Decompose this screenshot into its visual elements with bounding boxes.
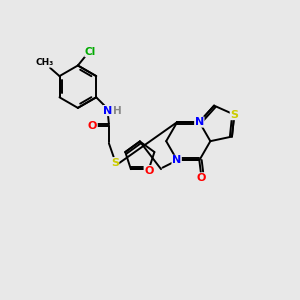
Text: N: N <box>103 106 112 116</box>
Text: O: O <box>144 166 154 176</box>
Text: O: O <box>196 173 206 183</box>
Text: S: S <box>230 110 238 120</box>
Text: N: N <box>172 155 181 165</box>
Text: S: S <box>111 158 119 168</box>
Text: CH₃: CH₃ <box>36 58 54 67</box>
Text: O: O <box>88 121 97 131</box>
Text: Cl: Cl <box>85 47 96 57</box>
Text: H: H <box>113 106 122 116</box>
Text: N: N <box>195 117 204 127</box>
